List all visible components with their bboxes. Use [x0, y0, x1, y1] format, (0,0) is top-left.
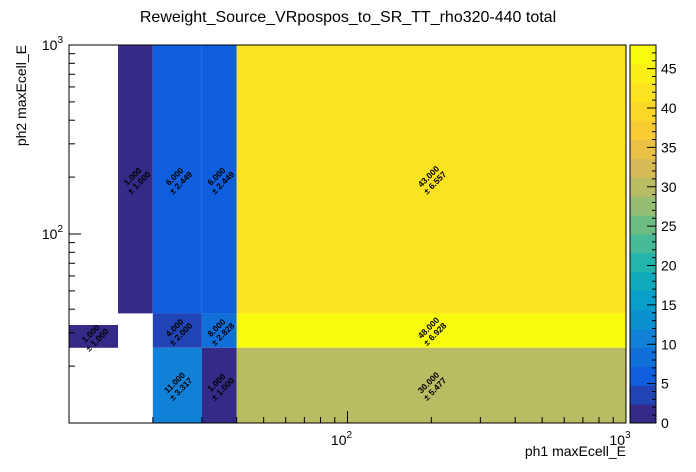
- y-tick-label: 102: [42, 224, 64, 242]
- colorbar-tick-label: 10: [661, 336, 677, 352]
- colorbar: 0 5 10 15 20 25 30 35 40 45: [629, 44, 677, 431]
- x-axis-label: ph1 maxEcell_E: [525, 443, 626, 459]
- cell-value-label: 1.000± 1.000: [77, 320, 111, 354]
- y-tick-base: 10: [42, 226, 58, 242]
- heatmap-cell: [69, 325, 119, 348]
- heatmap-cell: [152, 313, 202, 348]
- colorbar-band: [630, 196, 656, 216]
- colorbar-band: [630, 82, 656, 103]
- x-tick-label: 103: [609, 430, 631, 448]
- x-tick-exponent: 2: [347, 430, 353, 441]
- colorbar-tick-label: 20: [661, 258, 677, 274]
- colorbar-band: [630, 366, 656, 386]
- colorbar-band: [630, 271, 656, 292]
- colorbar-tick-label: 0: [661, 415, 669, 431]
- y-axis-label: ph2 maxEcell_E: [13, 45, 29, 146]
- heatmap-cell: [236, 313, 626, 348]
- colorbar-band: [630, 158, 656, 178]
- heatmap-cell: [236, 45, 626, 314]
- x-tick-label: 102: [331, 430, 353, 448]
- colorbar-tick-label: 30: [661, 179, 677, 195]
- heatmap-cell: [201, 347, 237, 423]
- x-tick-base: 10: [331, 432, 347, 448]
- colorbar-tick-label: 15: [661, 297, 677, 313]
- heatmap-cell: [152, 347, 202, 423]
- colorbar-tick-label: 40: [661, 100, 677, 116]
- heatmap-cell: [201, 313, 237, 348]
- colorbar-band: [630, 63, 656, 84]
- colorbar-band: [630, 120, 656, 140]
- colorbar-band: [630, 385, 656, 405]
- colorbar-band: [630, 177, 656, 197]
- y-tick-base: 10: [42, 37, 58, 53]
- colorbar-band: [630, 101, 656, 122]
- chart-title: Reweight_Source_VRpospos_to_SR_TT_rho320…: [140, 9, 556, 26]
- colorbar-tick-label: 5: [661, 376, 669, 392]
- x-tick-exponent: 3: [625, 430, 631, 441]
- colorbar-band: [630, 252, 656, 273]
- colorbar-band: [630, 139, 656, 159]
- heatmap-cell: [201, 45, 237, 314]
- heatmap-cells: [69, 45, 626, 423]
- y-tick-label: 103: [42, 35, 64, 53]
- heatmap-cell: [118, 45, 153, 314]
- y-tick-exponent: 2: [57, 224, 63, 235]
- colorbar-tick-label: 45: [661, 61, 677, 77]
- x-tick-base: 10: [609, 432, 625, 448]
- heatmap-cell: [236, 347, 626, 423]
- y-tick-exponent: 3: [57, 35, 63, 46]
- colorbar-tick-label: 25: [661, 218, 677, 234]
- colorbar-band: [630, 234, 656, 254]
- colorbar-band: [630, 290, 656, 311]
- heatmap-cell: [152, 45, 202, 314]
- colorbar-band: [630, 347, 656, 367]
- colorbar-tick-label: 35: [661, 139, 677, 155]
- colorbar-band: [630, 328, 656, 348]
- colorbar-band: [630, 404, 656, 424]
- colorbar-band: [630, 45, 656, 65]
- colorbar-band: [630, 309, 656, 329]
- colorbar-band: [630, 215, 656, 235]
